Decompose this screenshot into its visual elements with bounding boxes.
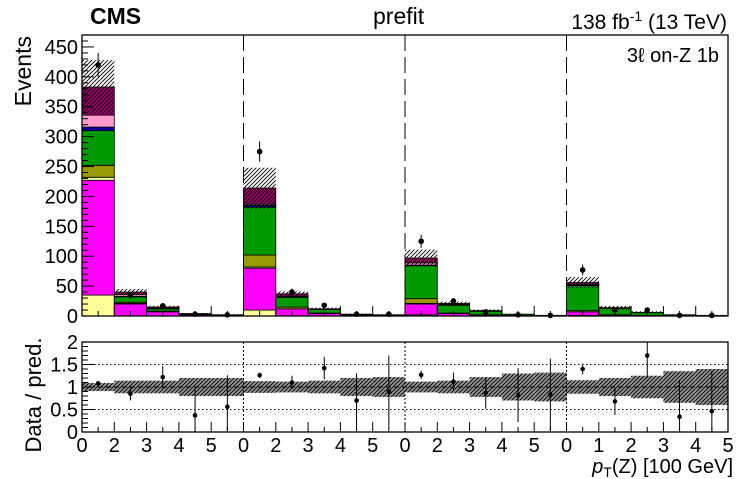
ratio-point-bin4 <box>225 404 230 410</box>
stack-segment-bin0-s3 <box>81 164 115 178</box>
stack-segment-bin6-s4 <box>275 297 309 308</box>
ratio-hatch-bin17 <box>631 375 664 399</box>
ratio-y-tick-label-2: 2 <box>67 332 78 354</box>
ratio-point-bin0 <box>95 381 101 386</box>
stack-segment-bin10-s4 <box>404 265 438 300</box>
data-point-bin6 <box>289 289 295 295</box>
stack-segment-bin5-s1 <box>243 267 277 311</box>
ratio-points <box>95 342 715 432</box>
x-tick-label-p3-3: 3 <box>658 435 669 457</box>
x-tick-label-p0-2: 3 <box>141 435 152 457</box>
luminosity-label: 138 fb-1 (13 TeV) <box>571 8 727 34</box>
y-axis-label: Events <box>10 36 36 106</box>
region-label: 3ℓ on-Z 1b <box>627 45 719 67</box>
stack-segment-bin0-s1 <box>81 179 115 296</box>
ratio-point-bin17 <box>644 353 650 358</box>
cms-label: CMS <box>90 3 142 29</box>
ratio-point-bin3 <box>192 413 198 418</box>
x-tick-label-p0-4: 5 <box>206 435 217 457</box>
y-tick-label-400: 400 <box>45 67 78 89</box>
data-point-bin16 <box>612 307 618 313</box>
data-point-bin7 <box>321 302 328 309</box>
uncertainty-band-bin15 <box>566 277 599 288</box>
ratio-point-bin19 <box>709 409 715 414</box>
ratio-y-tick-label-0: 0 <box>67 422 78 444</box>
ratio-point-bin12 <box>483 390 489 396</box>
x-tick-label-p2-3: 4 <box>496 435 507 457</box>
ratio-point-bin6 <box>289 380 295 385</box>
data-point-bin17 <box>644 307 651 313</box>
ratio-point-bin13 <box>515 392 521 398</box>
y-tick-label-150: 150 <box>45 216 78 238</box>
y-tick-label-300: 300 <box>45 127 78 149</box>
ratio-point-bin11 <box>451 379 456 384</box>
data-point-bin2 <box>159 303 166 309</box>
stack-segment-bin0-s6 <box>81 114 115 128</box>
data-point-bin5 <box>256 148 263 155</box>
ratio-point-bin16 <box>612 399 618 404</box>
ratio-point-bin9 <box>386 389 392 394</box>
x-tick-label-p3-0: 0 <box>561 435 572 457</box>
ratio-y-tick-label-1.5: 1.5 <box>50 355 78 377</box>
x-tick-label-p2-2: 3 <box>464 435 475 457</box>
ratio-y-axis-label: Data / pred. <box>21 338 46 453</box>
uncertainty-band-bin7 <box>308 307 341 311</box>
x-tick-label-p3-1: 1 <box>593 435 604 457</box>
ratio-point-bin18 <box>677 414 682 420</box>
x-tick-label-p0-0: 0 <box>76 435 87 457</box>
ratio-point-bin2 <box>160 374 166 380</box>
x-tick-label-p1-4: 5 <box>367 435 378 457</box>
x-tick-label-p3-4: 4 <box>690 435 701 457</box>
x-tick-label-p1-2: 3 <box>303 435 314 457</box>
y-tick-label-0: 0 <box>67 306 78 328</box>
ratio-y-tick-label-1: 1 <box>67 377 78 399</box>
x-tick-label-p2-4: 5 <box>529 435 540 457</box>
fit-stage-label: prefit <box>373 3 425 29</box>
y-tick-label-250: 250 <box>45 157 78 179</box>
x-tick-label-p3-5: 5 <box>722 435 733 457</box>
ratio-point-bin15 <box>580 366 585 372</box>
y-tick-label-350: 350 <box>45 97 78 119</box>
ratio-y-tick-label-0.5: 0.5 <box>50 400 78 422</box>
y-tick-label-450: 450 <box>45 37 78 59</box>
ratio-point-bin14 <box>548 392 553 397</box>
x-tick-label-p3-2: 2 <box>626 435 637 457</box>
data-point-bin10 <box>418 238 424 245</box>
x-tick-label-p0-1: 2 <box>109 435 120 457</box>
ratio-point-bin7 <box>321 365 327 371</box>
y-tick-label-50: 50 <box>56 276 78 298</box>
stack-segment-bin5-s4 <box>243 206 277 256</box>
ratio-point-bin1 <box>128 391 133 397</box>
ratio-point-bin5 <box>257 373 262 378</box>
data-point-bin11 <box>450 298 457 304</box>
x-tick-label-p1-0: 0 <box>238 435 249 457</box>
stack-segment-bin5-s3 <box>243 254 277 268</box>
uncertainty-band-bin5 <box>243 167 276 209</box>
panel-separators <box>243 35 567 432</box>
x-tick-label-p2-0: 0 <box>399 435 410 457</box>
data-point-bin1 <box>127 292 134 298</box>
y-tick-label-200: 200 <box>45 186 78 208</box>
ratio-point-bin10 <box>418 372 424 378</box>
data-point-bin0 <box>95 62 101 68</box>
x-tick-label-p1-1: 2 <box>270 435 281 457</box>
stack-segment-bin0-s5 <box>81 126 115 132</box>
data-point-bin15 <box>579 267 586 273</box>
x-tick-label-p0-3: 4 <box>173 435 184 457</box>
uncertainty-band-bin10 <box>405 249 438 267</box>
y-tick-label-100: 100 <box>45 246 78 268</box>
ratio-point-bin8 <box>354 398 359 403</box>
stack-segment-bin15-s4 <box>566 285 600 312</box>
x-axis-label: pT(Z) [100 GeV] <box>591 456 733 479</box>
x-tick-label-p2-1: 2 <box>432 435 443 457</box>
stack-segment-bin10-s3 <box>404 298 438 304</box>
x-tick-label-p1-3: 4 <box>335 435 346 457</box>
